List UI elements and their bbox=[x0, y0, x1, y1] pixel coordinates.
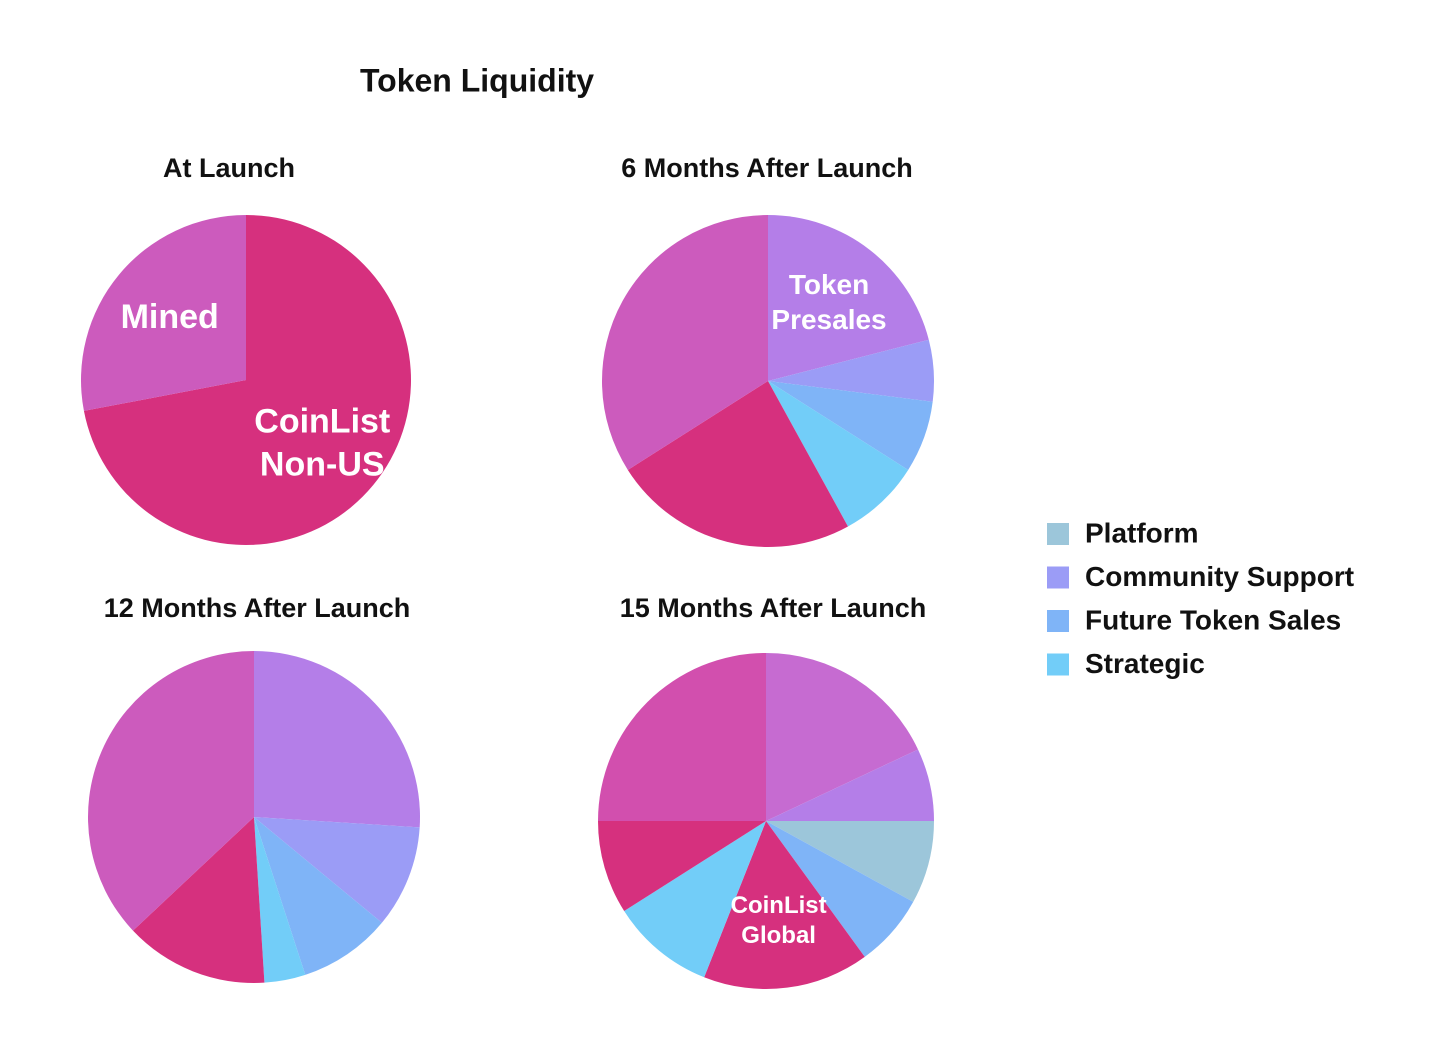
pie-slice bbox=[766, 821, 934, 902]
slice-label: Mined bbox=[120, 297, 219, 336]
pie-slice bbox=[704, 821, 865, 990]
pie-slice bbox=[254, 651, 420, 828]
pie-slice bbox=[598, 821, 766, 912]
pie-slice bbox=[254, 817, 382, 975]
legend-label: Platform bbox=[1085, 517, 1199, 548]
pie-slice bbox=[598, 653, 766, 821]
pie-slice bbox=[601, 215, 768, 470]
pie-title: At Launch bbox=[163, 153, 295, 183]
legend-label: Community Support bbox=[1085, 561, 1354, 592]
slice-label: Token Presales bbox=[771, 269, 887, 336]
pie-slice bbox=[80, 215, 246, 411]
legend-swatch bbox=[1047, 610, 1069, 632]
pie-slice bbox=[768, 381, 933, 470]
pie-title: 15 Months After Launch bbox=[620, 593, 927, 623]
pie-slice bbox=[254, 817, 306, 983]
pie-slice bbox=[83, 215, 412, 545]
pie-slice bbox=[627, 381, 848, 547]
pie-slice bbox=[766, 821, 914, 957]
legend-label: Future Token Sales bbox=[1085, 604, 1341, 635]
slice-label: CoinList Non-US bbox=[254, 402, 391, 484]
pie-title: 12 Months After Launch bbox=[104, 593, 411, 623]
pie-slice bbox=[768, 381, 909, 527]
pie-slice bbox=[766, 653, 919, 821]
legend-label: Strategic bbox=[1085, 648, 1205, 679]
pie-slice bbox=[132, 817, 265, 983]
pie-slice bbox=[766, 749, 934, 821]
pie-slice bbox=[88, 651, 254, 931]
legend-swatch bbox=[1047, 653, 1069, 676]
pie-slice bbox=[624, 821, 766, 978]
legend-swatch bbox=[1047, 523, 1069, 545]
pie-slice bbox=[254, 817, 420, 923]
slice-label: CoinList Global bbox=[730, 892, 827, 949]
pie-slice bbox=[768, 215, 929, 381]
main-title: Token Liquidity bbox=[360, 62, 594, 98]
pie-title: 6 Months After Launch bbox=[621, 153, 913, 183]
pie-slice bbox=[768, 339, 934, 402]
legend-swatch bbox=[1047, 566, 1069, 589]
